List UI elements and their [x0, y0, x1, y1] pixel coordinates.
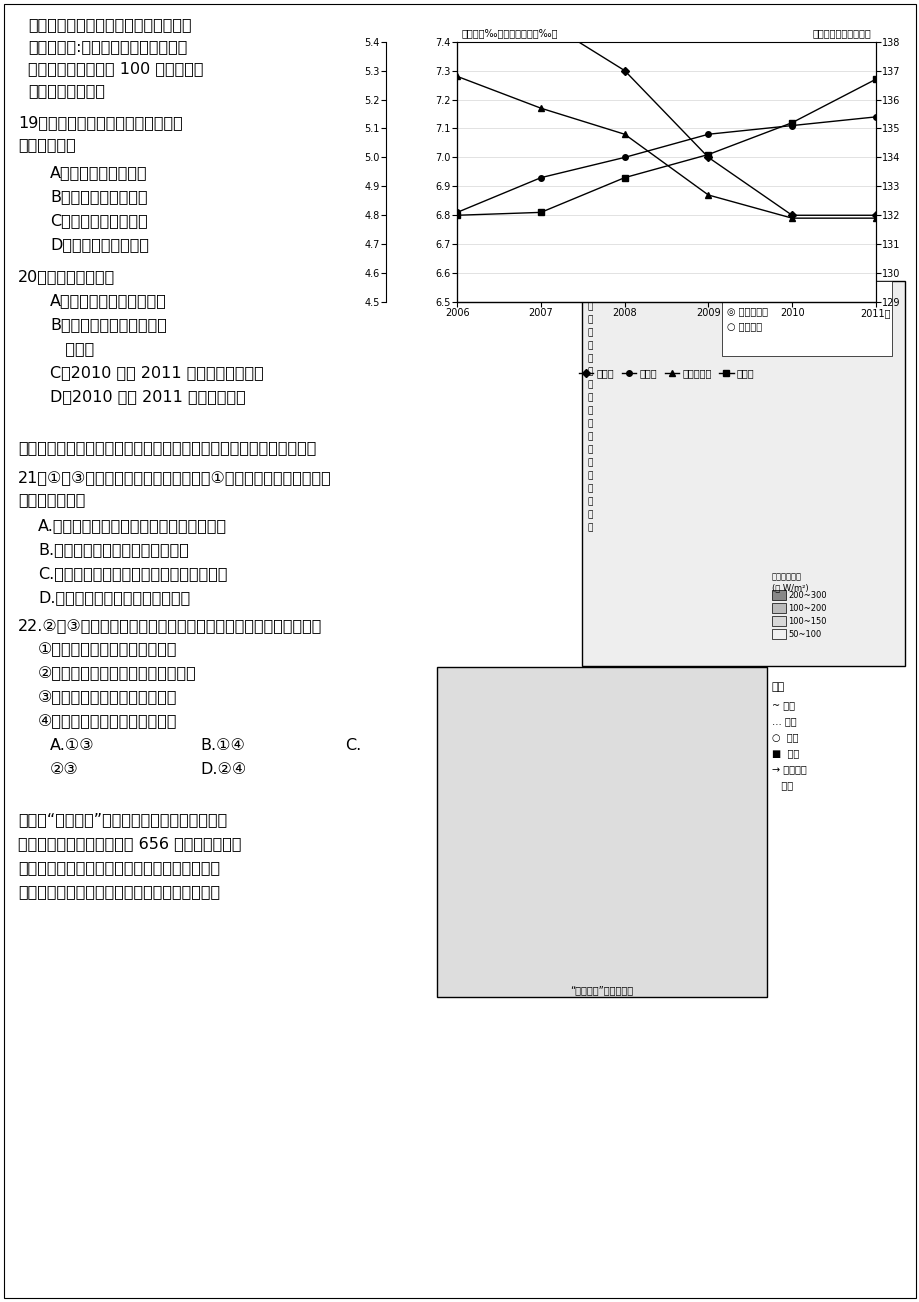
- Text: 风: 风: [587, 432, 593, 441]
- Text: C．2010 年与 2011 年新增人口数相同: C．2010 年与 2011 年新增人口数相同: [50, 365, 264, 380]
- Bar: [437, 667, 766, 997]
- Text: C．地震等灾害的影响: C．地震等灾害的影响: [50, 214, 148, 228]
- Text: 区: 区: [587, 328, 593, 337]
- Text: 示: 示: [587, 497, 593, 506]
- Text: D．老龄人口比重增大: D．老龄人口比重增大: [50, 237, 149, 253]
- Text: 有效风能密度: 有效风能密度: [771, 572, 801, 581]
- Text: 21．①、③区域有效风能密度均较高，但①区域风能日变化较小，其: 21．①、③区域有效风能密度均较高，但①区域风能日变化较小，其: [18, 470, 332, 486]
- Text: 布: 布: [587, 484, 593, 493]
- Text: A.海陆热力性质差异导致冬夏季风交替影响: A.海陆热力性质差异导致冬夏季风交替影响: [38, 518, 227, 533]
- Text: 风: 风: [587, 367, 593, 376]
- Text: 人口性别比为每出生 100 名女婴相对: 人口性别比为每出生 100 名女婴相对: [28, 61, 203, 76]
- Text: 密: 密: [587, 393, 593, 402]
- Text: ● 已建风电站: ● 已建风电站: [726, 292, 767, 301]
- Text: 分: 分: [587, 471, 593, 480]
- Bar: [771, 616, 785, 626]
- Bar: [771, 629, 785, 639]
- Text: （十）“皖电东送”工程西起安徽淮南，经皖南、: （十）“皖电东送”工程西起安徽淮南，经皖南、: [18, 812, 227, 827]
- Text: 的主要原因是: 的主要原因是: [18, 137, 75, 152]
- Text: 22.②、③两区域有效风能密度大，但无已建风电站的原因最可能是: 22.②、③两区域有效风能密度大，但无已建风电站的原因最可能是: [18, 618, 322, 633]
- Text: 图: 图: [587, 523, 593, 533]
- Text: 北: 北: [587, 302, 593, 311]
- Text: B．生态环境急劇恶化: B．生态环境急劇恶化: [50, 189, 147, 204]
- Text: ②③: ②③: [50, 762, 79, 777]
- Bar: [771, 590, 785, 600]
- Text: ③为主要农作区，需要保护耕地: ③为主要农作区，需要保护耕地: [38, 690, 177, 704]
- Text: 20．图示时期，我国: 20．图示时期，我国: [18, 270, 115, 284]
- Text: “皖电东送”线路示意图: “皖电东送”线路示意图: [570, 986, 633, 995]
- Text: 100~150: 100~150: [788, 617, 825, 626]
- Text: 图例: 图例: [771, 682, 785, 691]
- Text: 效: 效: [587, 354, 593, 363]
- Text: 应的出生男婴数。: 应的出生男婴数。: [28, 83, 105, 98]
- Text: A．禽流感等病毒感染: A．禽流感等病毒感染: [50, 165, 147, 180]
- Text: ◎ 在建风电站: ◎ 在建风电站: [726, 306, 767, 316]
- Text: （九）读东北地区有效风能密度及风电站分布示意图，完成相关问题。: （九）读东北地区有效风能密度及风电站分布示意图，完成相关问题。: [18, 440, 316, 454]
- Text: 100~200: 100~200: [788, 604, 825, 613]
- Text: → 皖电东送: → 皖电东送: [771, 764, 806, 773]
- Text: ④常规能源充足，无需开发风电: ④常规能源充足，无需开发风电: [38, 713, 177, 729]
- Text: 死亡率（‰）自然增长率（‰）: 死亡率（‰）自然增长率（‰）: [461, 27, 558, 38]
- Text: 线路: 线路: [771, 780, 792, 790]
- Text: 及: 及: [587, 419, 593, 428]
- Text: B．每年新增人口中男性多: B．每年新增人口中男性多: [50, 316, 166, 332]
- Text: 电: 电: [587, 445, 593, 454]
- Text: 地: 地: [587, 315, 593, 324]
- Text: 东: 东: [587, 289, 593, 298]
- Text: ■  煤炭: ■ 煤炭: [771, 749, 799, 758]
- Text: 站: 站: [587, 458, 593, 467]
- Text: 于女性: 于女性: [50, 341, 94, 355]
- Text: ~ 河流: ~ 河流: [771, 700, 794, 710]
- Text: 50~100: 50~100: [788, 630, 821, 639]
- Text: 度: 度: [587, 406, 593, 415]
- Text: ○ 重要城市: ○ 重要城市: [726, 322, 761, 331]
- Text: 有: 有: [587, 341, 593, 350]
- Text: 意: 意: [587, 510, 593, 519]
- Text: B.①④: B.①④: [199, 738, 244, 753]
- Text: D．2010 年与 2011 年出生率相同: D．2010 年与 2011 年出生率相同: [50, 389, 245, 404]
- Text: ①周边城市少，对能源需求量少: ①周边城市少，对能源需求量少: [38, 642, 177, 658]
- Text: C.海陆热力性质差异导致昼夜交替的海陆风: C.海陆热力性质差异导致昼夜交替的海陆风: [38, 566, 227, 581]
- Text: C.: C.: [345, 738, 361, 753]
- Text: 设计、施工及决策提供准确的数据来源，为电力: 设计、施工及决策提供准确的数据来源，为电力: [18, 884, 220, 898]
- Text: 200~300: 200~300: [788, 591, 826, 600]
- Text: A．人口总数先增加后减少: A．人口总数先增加后减少: [50, 293, 166, 309]
- Bar: [582, 281, 904, 667]
- Text: 量应用地理信息技术，凭借精确的定位，为勘察: 量应用地理信息技术，凭借精确的定位，为勘察: [18, 861, 220, 875]
- Text: … 省界: … 省界: [771, 716, 796, 727]
- Text: D.②④: D.②④: [199, 762, 246, 777]
- Text: B.纬度更低，受热带气旋影响明显: B.纬度更低，受热带气旋影响明显: [38, 542, 188, 557]
- Legend: 性别比, 死亡率, 自然增长率, 总人口: 性别比, 死亡率, 自然增长率, 总人口: [574, 365, 757, 381]
- Text: ○  城市: ○ 城市: [771, 732, 798, 742]
- Text: 19．图示时期，我国人口死亡率上升: 19．图示时期，我国人口死亡率上升: [18, 115, 183, 130]
- Text: 浙北、江苏到达上海，全长 656 千米。该工程大: 浙北、江苏到达上海，全长 656 千米。该工程大: [18, 836, 242, 852]
- Text: ②经济相对落后，风电开发资金欠缺: ②经济相对落后，风电开发资金欠缺: [38, 667, 197, 681]
- Text: (域 W/m²): (域 W/m²): [771, 583, 808, 592]
- Bar: [771, 603, 785, 613]
- Text: 主要原因可能是: 主要原因可能是: [18, 492, 85, 506]
- Text: D.下垒面平坦，对风力削弱作用小: D.下垒面平坦，对风力削弱作用小: [38, 590, 190, 605]
- Bar: [721, 281, 891, 355]
- Text: 能: 能: [587, 380, 593, 389]
- Text: （数据来源:国家统计局官网）。出生: （数据来源:国家统计局官网）。出生: [28, 39, 187, 53]
- Text: 总人口（千万）性别比: 总人口（千万）性别比: [811, 27, 870, 38]
- Text: A.①③: A.①③: [50, 738, 95, 753]
- Text: （八）下图是我国人口相关数据统计图: （八）下图是我国人口相关数据统计图: [28, 17, 191, 33]
